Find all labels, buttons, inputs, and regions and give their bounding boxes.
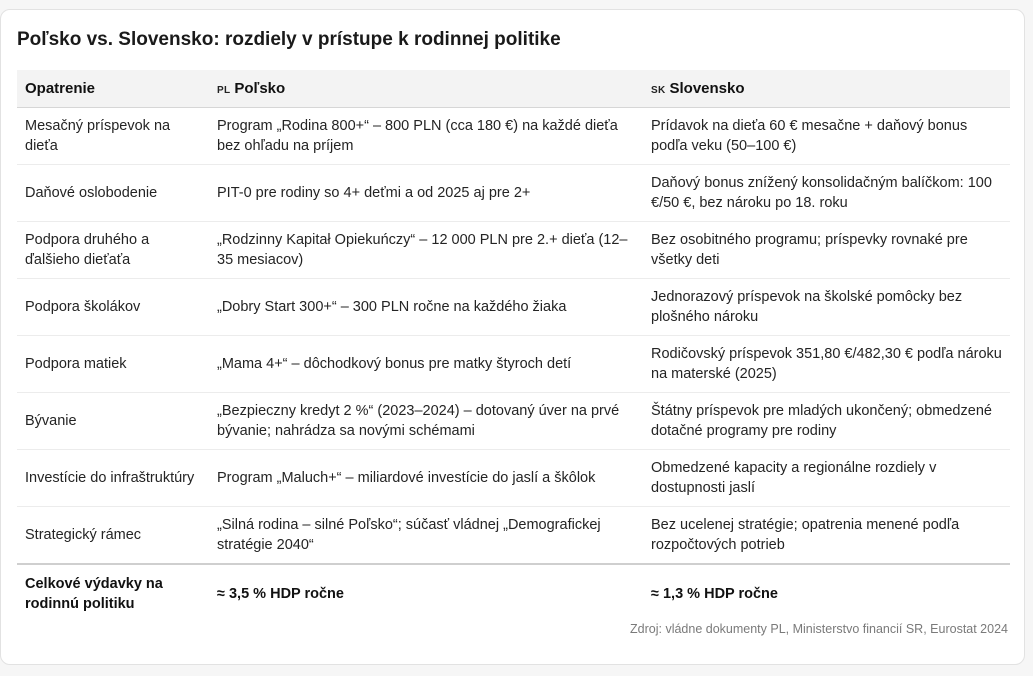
total-row: Celkové výdavky na rodinnú politiku ≈ 3,…: [17, 563, 1010, 622]
slovakia-cell: Jednorazový príspevok na školské pomôcky…: [643, 278, 1010, 336]
measure-cell: Investície do infraštruktúry: [17, 449, 209, 507]
poland-cell: „Dobry Start 300+“ – 300 PLN ročne na ka…: [209, 278, 643, 336]
header-poland: PL Poľsko: [209, 70, 643, 108]
page-title: Poľsko vs. Slovensko: rozdiely v prístup…: [17, 29, 561, 50]
header-slovakia: SK Slovensko: [643, 70, 1010, 108]
measure-cell: Mesačný príspevok na dieťa: [17, 107, 209, 165]
measure-cell: Bývanie: [17, 392, 209, 450]
poland-flag-icon: PL: [217, 85, 231, 96]
poland-cell: „Bezpieczny kredyt 2 %“ (2023–2024) – do…: [209, 392, 643, 450]
poland-cell: Program „Maluch+“ – miliardové investíci…: [209, 449, 643, 507]
slovakia-cell: Daňový bonus znížený konsolidačným balíč…: [643, 164, 1010, 222]
total-measure-cell: Celkové výdavky na rodinnú politiku: [17, 563, 209, 622]
table-body: Mesačný príspevok na dieťa Program „Rodi…: [17, 107, 1010, 565]
slovakia-flag-icon: SK: [651, 85, 666, 96]
total-poland-cell: ≈ 3,5 % HDP ročne: [209, 563, 643, 622]
table-row: Podpora školákov „Dobry Start 300+“ – 30…: [17, 278, 1010, 336]
table-row: Podpora matiek „Mama 4+“ – dôchodkový bo…: [17, 335, 1010, 393]
measure-cell: Strategický rámec: [25, 527, 142, 543]
slovakia-cell: Bez ucelenej stratégie; opatrenia menené…: [651, 517, 960, 553]
comparison-table: Opatrenie PL Poľsko SK Slovensko Mesačný p…: [17, 70, 1010, 622]
slovakia-cell: Štátny príspevok pre mladých ukončený; o…: [643, 392, 1010, 450]
table-row: Bývanie „Bezpieczny kredyt 2 %“ (2023–20…: [17, 392, 1010, 450]
slovakia-cell: Prídavok na dieťa 60 € mesačne + daňový …: [643, 107, 1010, 165]
measure-cell: Podpora školákov: [17, 278, 209, 336]
header-slovakia-label: Slovensko: [669, 80, 745, 97]
total-slovakia-cell: ≈ 1,3 % HDP ročne: [643, 563, 1010, 622]
header-measure: Opatrenie: [17, 70, 209, 108]
table-row: Strategický rámec „Silná rodina – silné …: [17, 507, 1010, 565]
poland-cell: Program „Rodina 800+“ – 800 PLN (cca 180…: [209, 107, 643, 165]
measure-cell: Podpora matiek: [17, 335, 209, 393]
slovakia-cell: Rodičovský príspevok 351,80 €/482,30 € p…: [643, 335, 1010, 393]
slovakia-cell: Obmedzené kapacity a regionálne rozdiely…: [643, 449, 1010, 507]
table-row: Daňové oslobodenie PIT-0 pre rodiny so 4…: [17, 164, 1010, 222]
poland-cell: PIT-0 pre rodiny so 4+ deťmi a od 2025 a…: [209, 164, 643, 222]
poland-cell: „Silná rodina – silné Poľsko“; súčasť vl…: [217, 517, 601, 553]
table-row: Mesačný príspevok na dieťa Program „Rodi…: [17, 107, 1010, 165]
table-row: Investície do infraštruktúry Program „Ma…: [17, 449, 1010, 507]
comparison-card: Poľsko vs. Slovensko: rozdiely v prístup…: [0, 9, 1025, 665]
poland-cell: „Rodzinny Kapitał Opiekuńczy“ – 12 000 P…: [209, 221, 643, 279]
table-header: Opatrenie PL Poľsko SK Slovensko: [17, 70, 1010, 108]
measure-cell: Daňové oslobodenie: [17, 164, 209, 222]
measure-cell: Podpora druhého a ďalšieho dieťaťa: [17, 221, 209, 279]
slovakia-cell: Bez osobitného programu; príspevky rovna…: [643, 221, 1010, 279]
poland-cell: „Mama 4+“ – dôchodkový bonus pre matky š…: [209, 335, 643, 393]
header-poland-label: Poľsko: [234, 80, 286, 97]
table-footer: Celkové výdavky na rodinnú politiku ≈ 3,…: [17, 563, 1010, 622]
table-row: Podpora druhého a ďalšieho dieťaťa „Rodz…: [17, 221, 1010, 279]
source-note: Zdroj: vládne dokumenty PL, Ministerstvo…: [630, 622, 1008, 636]
